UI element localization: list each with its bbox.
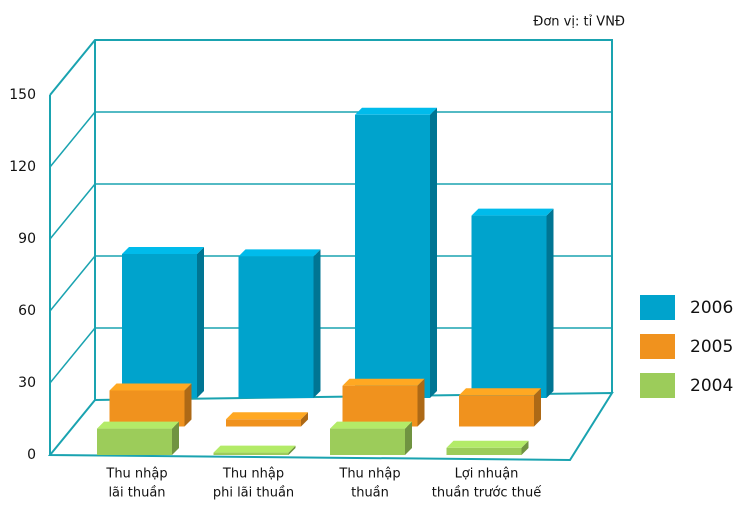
legend-swatch (640, 295, 675, 320)
back-wall (49, 39, 613, 393)
floor (47, 391, 614, 462)
y-tick-label: 120 (9, 159, 36, 175)
x-tick-label: Thu nhập (222, 467, 284, 482)
bar-top (355, 107, 437, 115)
bar-top (471, 208, 554, 216)
bar (122, 254, 197, 398)
bar-group (471, 208, 554, 398)
bar-top (109, 383, 192, 391)
x-tick-label: Thu nhập (105, 467, 167, 482)
bar-side (184, 383, 192, 427)
x-tick-label: Thu nhập (338, 467, 400, 482)
bar-top (446, 440, 529, 448)
bar-top (213, 445, 296, 453)
bar-group (122, 247, 204, 398)
bar-top (97, 421, 179, 429)
y-tick-label: 90 (18, 231, 36, 247)
bar-group (97, 421, 179, 455)
y-tick-label: 0 (27, 447, 36, 463)
bar-group (226, 412, 308, 427)
bar-top (330, 421, 412, 429)
x-tick-label: Lợi nhuận (455, 467, 519, 482)
bar (226, 419, 301, 427)
unit-label: Đơn vị: tỉ VNĐ (533, 15, 625, 30)
bar-group (342, 378, 425, 427)
x-tick-label: thuần trước thuế (432, 486, 541, 501)
bar-group (109, 383, 192, 427)
bar-side (546, 208, 554, 398)
bar-group (355, 107, 437, 399)
frame (47, 39, 614, 462)
bar (97, 428, 172, 455)
bar-top (459, 388, 541, 396)
bar-side (534, 388, 541, 427)
grid-line (49, 183, 96, 240)
bar-side (313, 249, 321, 398)
grid-line (49, 327, 96, 384)
y-tick-label: 60 (18, 303, 36, 319)
bar-group (446, 440, 529, 455)
bar (471, 215, 547, 398)
bar (355, 114, 430, 399)
x-tick-label: phi lãi thuần (213, 486, 294, 501)
bar-side (521, 440, 529, 455)
bar-top (122, 247, 204, 254)
bar-group (213, 445, 296, 455)
bar (109, 390, 185, 427)
bar-side (288, 445, 296, 455)
legend-swatch (640, 373, 675, 398)
bar-side (430, 107, 437, 399)
x-tick-label: lãi thuần (108, 486, 165, 501)
bar-top (238, 249, 321, 257)
x-tick-label: thuần (351, 486, 389, 501)
legend-label: 2006 (690, 298, 733, 318)
grid-line (49, 111, 96, 168)
y-tick-label: 30 (18, 375, 36, 391)
bar-side (405, 421, 412, 455)
bar-top (342, 378, 425, 386)
bar (238, 256, 314, 398)
legend-label: 2004 (690, 376, 733, 396)
bar-group (238, 249, 321, 398)
bar-side (197, 247, 204, 398)
grid-line (49, 255, 96, 312)
legend-label: 2005 (690, 337, 733, 357)
bar (330, 428, 405, 455)
legend-swatch (640, 334, 675, 359)
y-tick-label: 150 (9, 87, 36, 103)
bar-top (226, 412, 308, 420)
bar-side (301, 412, 308, 427)
bar (213, 452, 289, 455)
bar (342, 385, 418, 427)
bar-group (330, 421, 412, 455)
bar (446, 447, 522, 455)
bar-group (459, 388, 541, 427)
bar-side (417, 378, 425, 427)
bar (459, 395, 534, 427)
bar-side (172, 421, 179, 455)
